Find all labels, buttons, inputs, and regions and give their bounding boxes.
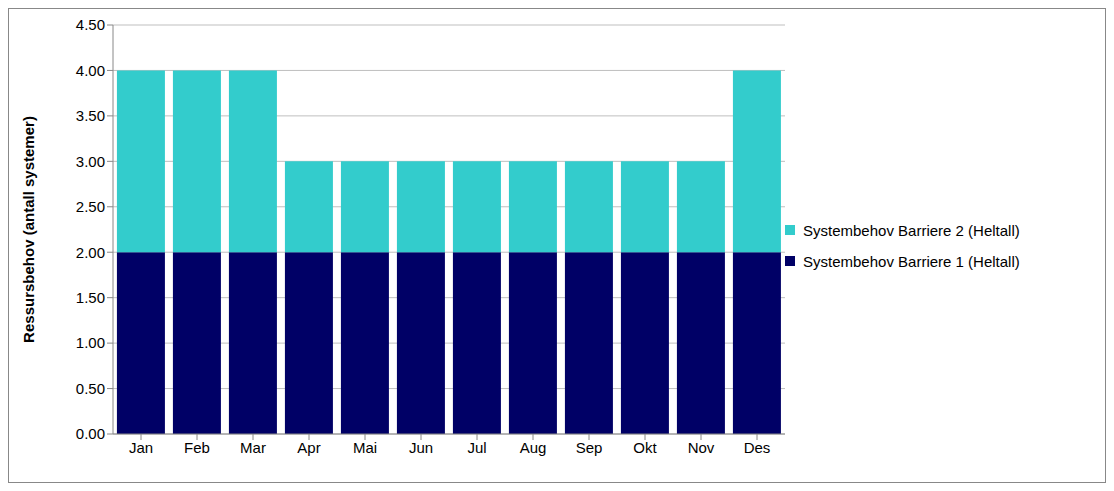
svg-text:Feb: Feb: [184, 439, 210, 456]
svg-text:Jan: Jan: [129, 439, 153, 456]
svg-text:1.00: 1.00: [76, 334, 105, 351]
svg-text:Apr: Apr: [297, 439, 320, 456]
svg-text:2.00: 2.00: [76, 244, 105, 261]
svg-text:Jul: Jul: [467, 439, 486, 456]
svg-text:2.50: 2.50: [76, 198, 105, 215]
svg-text:Sep: Sep: [576, 439, 603, 456]
svg-text:1.50: 1.50: [76, 289, 105, 306]
html-text:Systembehov Barriere 1 (Heltal: Systembehov Barriere 1 (Heltall): [803, 252, 1020, 270]
svg-text:Des: Des: [744, 439, 771, 456]
svg-text:Mai: Mai: [353, 439, 377, 456]
svg-text:Aug: Aug: [520, 439, 547, 456]
svg-text:3.00: 3.00: [76, 153, 105, 170]
svg-text:3.50: 3.50: [76, 107, 105, 124]
svg-text:Ressursbehov (antall systemer): Ressursbehov (antall systemer): [20, 116, 37, 343]
svg-text:4.50: 4.50: [76, 16, 105, 33]
svg-text:Mar: Mar: [240, 439, 266, 456]
svg-text:Nov: Nov: [688, 439, 715, 456]
svg-text:0.00: 0.00: [76, 425, 105, 442]
svg-text:Okt: Okt: [633, 439, 657, 456]
svg-text:Jun: Jun: [409, 439, 433, 456]
svg-text:4.00: 4.00: [76, 62, 105, 79]
svg-text:0.50: 0.50: [76, 380, 105, 397]
html-text:Systembehov Barriere 2 (Heltal: Systembehov Barriere 2 (Heltall): [803, 221, 1020, 239]
